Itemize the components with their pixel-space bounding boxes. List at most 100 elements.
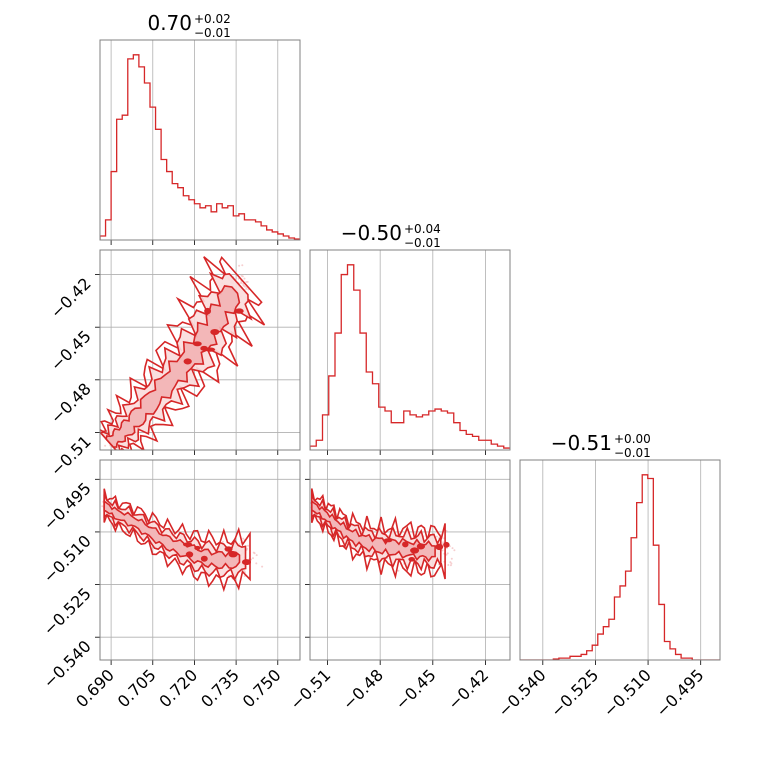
x-tick-label: −0.48: [339, 665, 387, 713]
scatter-point: [243, 277, 246, 280]
scatter-point: [243, 569, 246, 572]
scatter-point: [221, 540, 224, 543]
x-tick-label: −0.540: [494, 665, 549, 720]
histogram-title-0: 0.70 +0.02−0.01: [147, 11, 230, 40]
panel-border: [519, 459, 721, 661]
scatter-contour-panel-0-1-plot-area: [100, 250, 300, 450]
scatter-point: [450, 562, 453, 565]
x-tick-label: −0.45: [392, 665, 440, 713]
contour-level-1: [105, 285, 241, 448]
scatter-point: [241, 264, 244, 267]
contour-island: [402, 541, 409, 548]
panel-border: [309, 459, 511, 661]
panel-border: [309, 249, 511, 451]
title-lower-error: −0.01: [614, 446, 651, 460]
y-tick-label: −0.495: [40, 479, 95, 534]
panel-border: [99, 249, 301, 451]
y-tick-label: −0.525: [40, 584, 95, 639]
contour-island: [224, 546, 233, 552]
contour-level-2: [103, 494, 247, 582]
scatter-point: [242, 284, 245, 287]
contour-island: [443, 541, 450, 548]
contour-island: [183, 358, 192, 365]
x-tick-label: 0.705: [114, 665, 160, 711]
histogram-panel-0-plot-area: [100, 40, 300, 240]
scatter-point: [445, 529, 448, 532]
contour-island: [435, 543, 444, 551]
contour-island: [182, 542, 193, 547]
contour-level-1: [103, 499, 241, 570]
histogram-step-line: [520, 474, 720, 660]
x-tick-label: −0.510: [600, 665, 655, 720]
contour-island: [205, 347, 216, 352]
y-tick-label: −0.51: [47, 432, 95, 480]
title-upper-error: +0.00: [614, 432, 651, 446]
scatter-point: [261, 565, 264, 568]
title-value: −0.51: [551, 431, 612, 455]
title-lower-error: −0.01: [194, 26, 231, 40]
contour-island: [416, 543, 426, 550]
panel-border: [99, 39, 301, 241]
scatter-contour-panel-0-1: −0.51 −0.48−0.45 −0.42: [47, 249, 301, 480]
scatter-point: [104, 444, 107, 447]
contour-island: [210, 328, 220, 336]
contour-island: [408, 557, 416, 562]
x-tick-label: 0.720: [155, 665, 201, 711]
contour-island: [200, 555, 208, 562]
scatter-point: [246, 280, 249, 283]
scatter-point: [435, 535, 438, 538]
histogram-panel-1: [309, 249, 511, 455]
scatter-contour-panel-1-2: −0.51 −0.48 −0.45 −0.42: [286, 459, 511, 713]
scatter-point: [442, 541, 445, 544]
scatter-point: [441, 549, 444, 552]
title-value: 0.70: [147, 11, 192, 35]
histogram-panel-2-plot-area: [520, 460, 720, 660]
contour-island: [193, 341, 202, 347]
scatter-contour-panel-1-2-plot-area: [310, 460, 510, 660]
title-value: −0.50: [341, 221, 402, 245]
scatter-contour-panel-0-2: 0.6900.7050.7200.7350.750−0.540−0.525−0.…: [40, 459, 301, 711]
histogram-title-2: −0.51 +0.00−0.01: [551, 431, 651, 460]
contour-island: [383, 538, 393, 543]
y-tick-label: −0.510: [40, 531, 95, 586]
title-upper-error: +0.02: [194, 12, 231, 26]
scatter-point: [447, 564, 450, 566]
x-tick-label: −0.495: [652, 665, 707, 720]
contour-island: [228, 551, 238, 558]
scatter-point: [252, 551, 255, 554]
scatter-point: [238, 264, 241, 267]
scatter-point: [252, 557, 254, 560]
x-tick-label: 0.690: [72, 665, 118, 711]
x-tick-label: 0.750: [239, 665, 285, 711]
contour-level-3: [311, 488, 446, 580]
scatter-point: [446, 552, 449, 555]
contour-island: [204, 307, 212, 315]
x-tick-label: −0.51: [286, 665, 334, 713]
histogram-step-line: [100, 54, 300, 240]
scatter-point: [255, 554, 258, 557]
scatter-point: [451, 547, 454, 550]
contour-level-3: [103, 488, 251, 593]
scatter-point: [241, 275, 244, 278]
y-tick-label: −0.45: [47, 327, 95, 375]
scatter-point: [238, 543, 241, 546]
scatter-point: [245, 287, 248, 290]
histogram-panel-0: [99, 39, 301, 245]
scatter-point: [397, 569, 400, 572]
contour-island: [185, 551, 194, 558]
x-tick-label: −0.42: [444, 665, 492, 713]
scatter-point: [240, 282, 243, 284]
panel-border: [99, 459, 301, 661]
title-lower-error: −0.01: [404, 236, 441, 250]
contour-island: [235, 308, 244, 314]
contour-island: [241, 559, 252, 566]
scatter-point: [453, 549, 456, 552]
scatter-point: [449, 561, 452, 564]
scatter-point: [101, 505, 104, 508]
y-tick-label: −0.48: [47, 379, 95, 427]
scatter-point: [449, 564, 452, 567]
histogram-title-1: −0.50 +0.04−0.01: [341, 221, 441, 250]
scatter-point: [450, 557, 453, 560]
contour-level-3: [100, 255, 266, 450]
